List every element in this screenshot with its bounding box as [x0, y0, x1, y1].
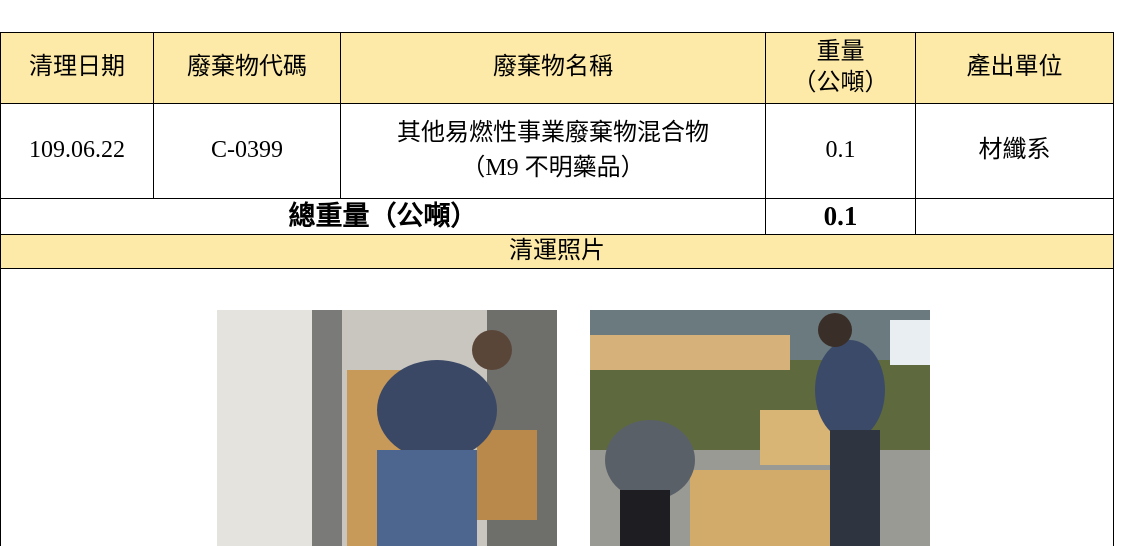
waste-table: 清理日期 廢棄物代碼 廢棄物名稱 重量 （公噸） 產出單位 109.06.22 … — [0, 32, 1114, 546]
header-row: 清理日期 廢棄物代碼 廢棄物名稱 重量 （公噸） 產出單位 — [0, 32, 1114, 104]
total-value: 0.1 — [765, 197, 916, 236]
total-label: 總重量（公噸） — [0, 197, 766, 236]
photo-title: 清運照片 — [0, 234, 1114, 270]
cell: 其他易燃性事業廢棄物混合物 （M9 不明藥品） — [340, 103, 766, 199]
total-row: 總重量（公噸） 0.1 — [0, 197, 1114, 236]
header-cell: 廢棄物名稱 — [340, 32, 766, 104]
cell — [915, 197, 1114, 236]
header-cell: 重量 （公噸） — [765, 32, 916, 104]
photo — [217, 310, 557, 546]
photo-row — [0, 268, 1114, 546]
photo — [590, 310, 930, 546]
cell: 109.06.22 — [0, 103, 154, 199]
data-row: 109.06.22 C-0399 其他易燃性事業廢棄物混合物 （M9 不明藥品）… — [0, 103, 1114, 199]
photo-cell — [0, 268, 1114, 546]
header-cell: 廢棄物代碼 — [153, 32, 341, 104]
header-cell: 產出單位 — [915, 32, 1114, 104]
header-cell: 清理日期 — [0, 32, 154, 104]
cell: 0.1 — [765, 103, 916, 199]
photo-header-row: 清運照片 — [0, 234, 1114, 270]
cell: C-0399 — [153, 103, 341, 199]
cell: 材纖系 — [915, 103, 1114, 199]
